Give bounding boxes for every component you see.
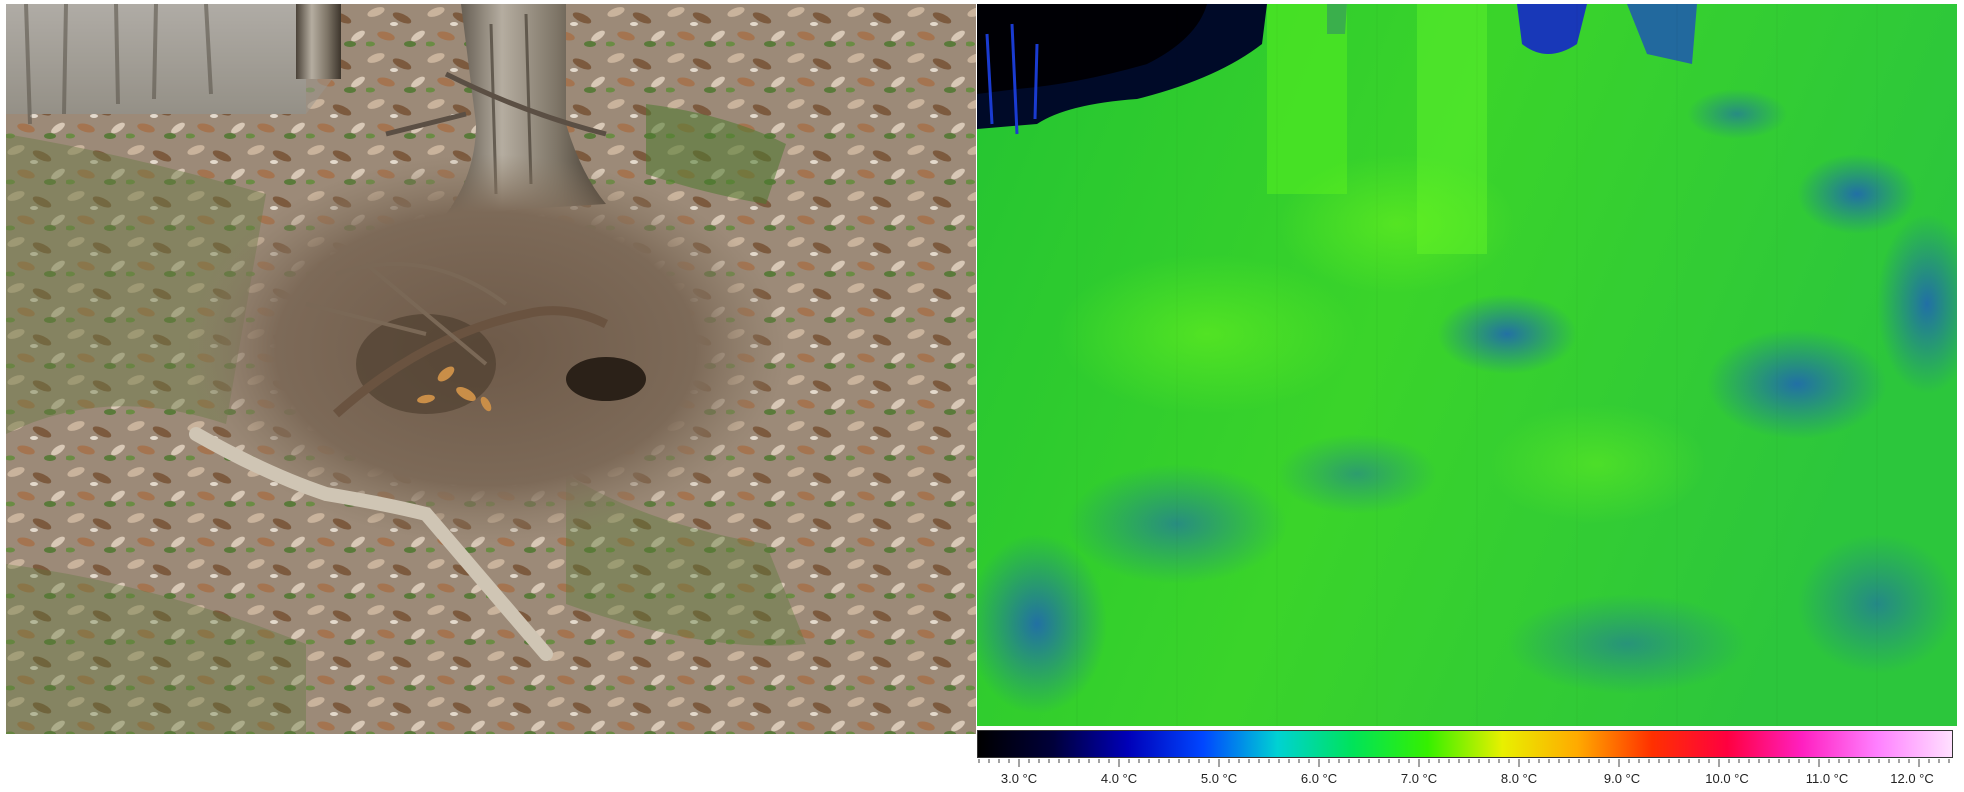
scale-label: 8.0 °C bbox=[1500, 771, 1538, 786]
scale-label: 5.0 °C bbox=[1200, 771, 1238, 786]
scale-label: 3.0 °C bbox=[1000, 771, 1038, 786]
scale-ticks bbox=[977, 759, 1953, 767]
scale-label: 12.0 °C bbox=[1890, 771, 1934, 786]
scale-label: 4.0 °C bbox=[1100, 771, 1138, 786]
color-scale-bar bbox=[977, 730, 1953, 758]
scale-label: 11.0 °C bbox=[1805, 771, 1849, 786]
scale-label: 10.0 °C bbox=[1705, 771, 1749, 786]
scale-label: 6.0 °C bbox=[1300, 771, 1338, 786]
forest-floor-photo bbox=[6, 4, 976, 734]
scale-label: 7.0 °C bbox=[1400, 771, 1438, 786]
temperature-scale: 3.0 °C 4.0 °C 5.0 °C 6.0 °C 7.0 °C 8.0 °… bbox=[977, 728, 1955, 788]
thermal-image bbox=[977, 4, 1957, 726]
scale-label: 9.0 °C bbox=[1603, 771, 1641, 786]
